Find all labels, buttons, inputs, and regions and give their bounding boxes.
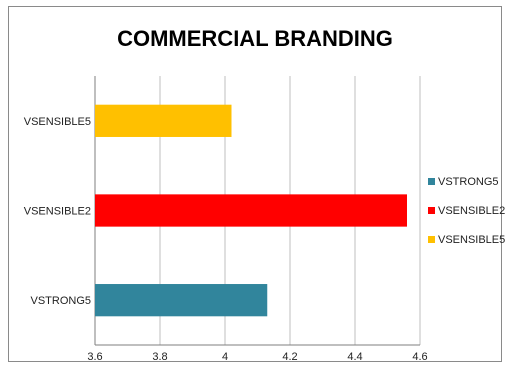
chart-title: COMMERCIAL BRANDING (117, 26, 393, 51)
legend-label: VSENSIBLE2 (438, 205, 505, 217)
legend: VSTRONG5 VSENSIBLE2 VSENSIBLE5 (428, 176, 505, 246)
x-tick-label: 3.6 (87, 351, 102, 363)
legend-label: VSENSIBLE5 (438, 234, 505, 246)
category-label: VSTRONG5 (30, 295, 91, 307)
bars (95, 104, 407, 317)
legend-swatch (428, 178, 435, 185)
legend-swatch (428, 236, 435, 243)
x-tick-labels: 3.6 3.8 4 4.2 4.4 4.6 (87, 351, 427, 363)
x-tick-label: 4 (222, 351, 228, 363)
x-tick-label: 4.6 (412, 351, 427, 363)
x-tick-label: 3.8 (152, 351, 167, 363)
legend-label: VSTRONG5 (438, 176, 499, 188)
bar-vsensible2 (95, 194, 407, 227)
bar-vsensible5 (95, 104, 232, 137)
bar-vstrong5 (95, 284, 268, 317)
x-tick-label: 4.4 (347, 351, 362, 363)
category-label: VSENSIBLE2 (24, 206, 91, 218)
legend-swatch (428, 207, 435, 214)
category-labels: VSTRONG5 VSENSIBLE2 VSENSIBLE5 (24, 116, 91, 307)
category-label: VSENSIBLE5 (24, 116, 91, 128)
x-tick-label: 4.2 (282, 351, 297, 363)
